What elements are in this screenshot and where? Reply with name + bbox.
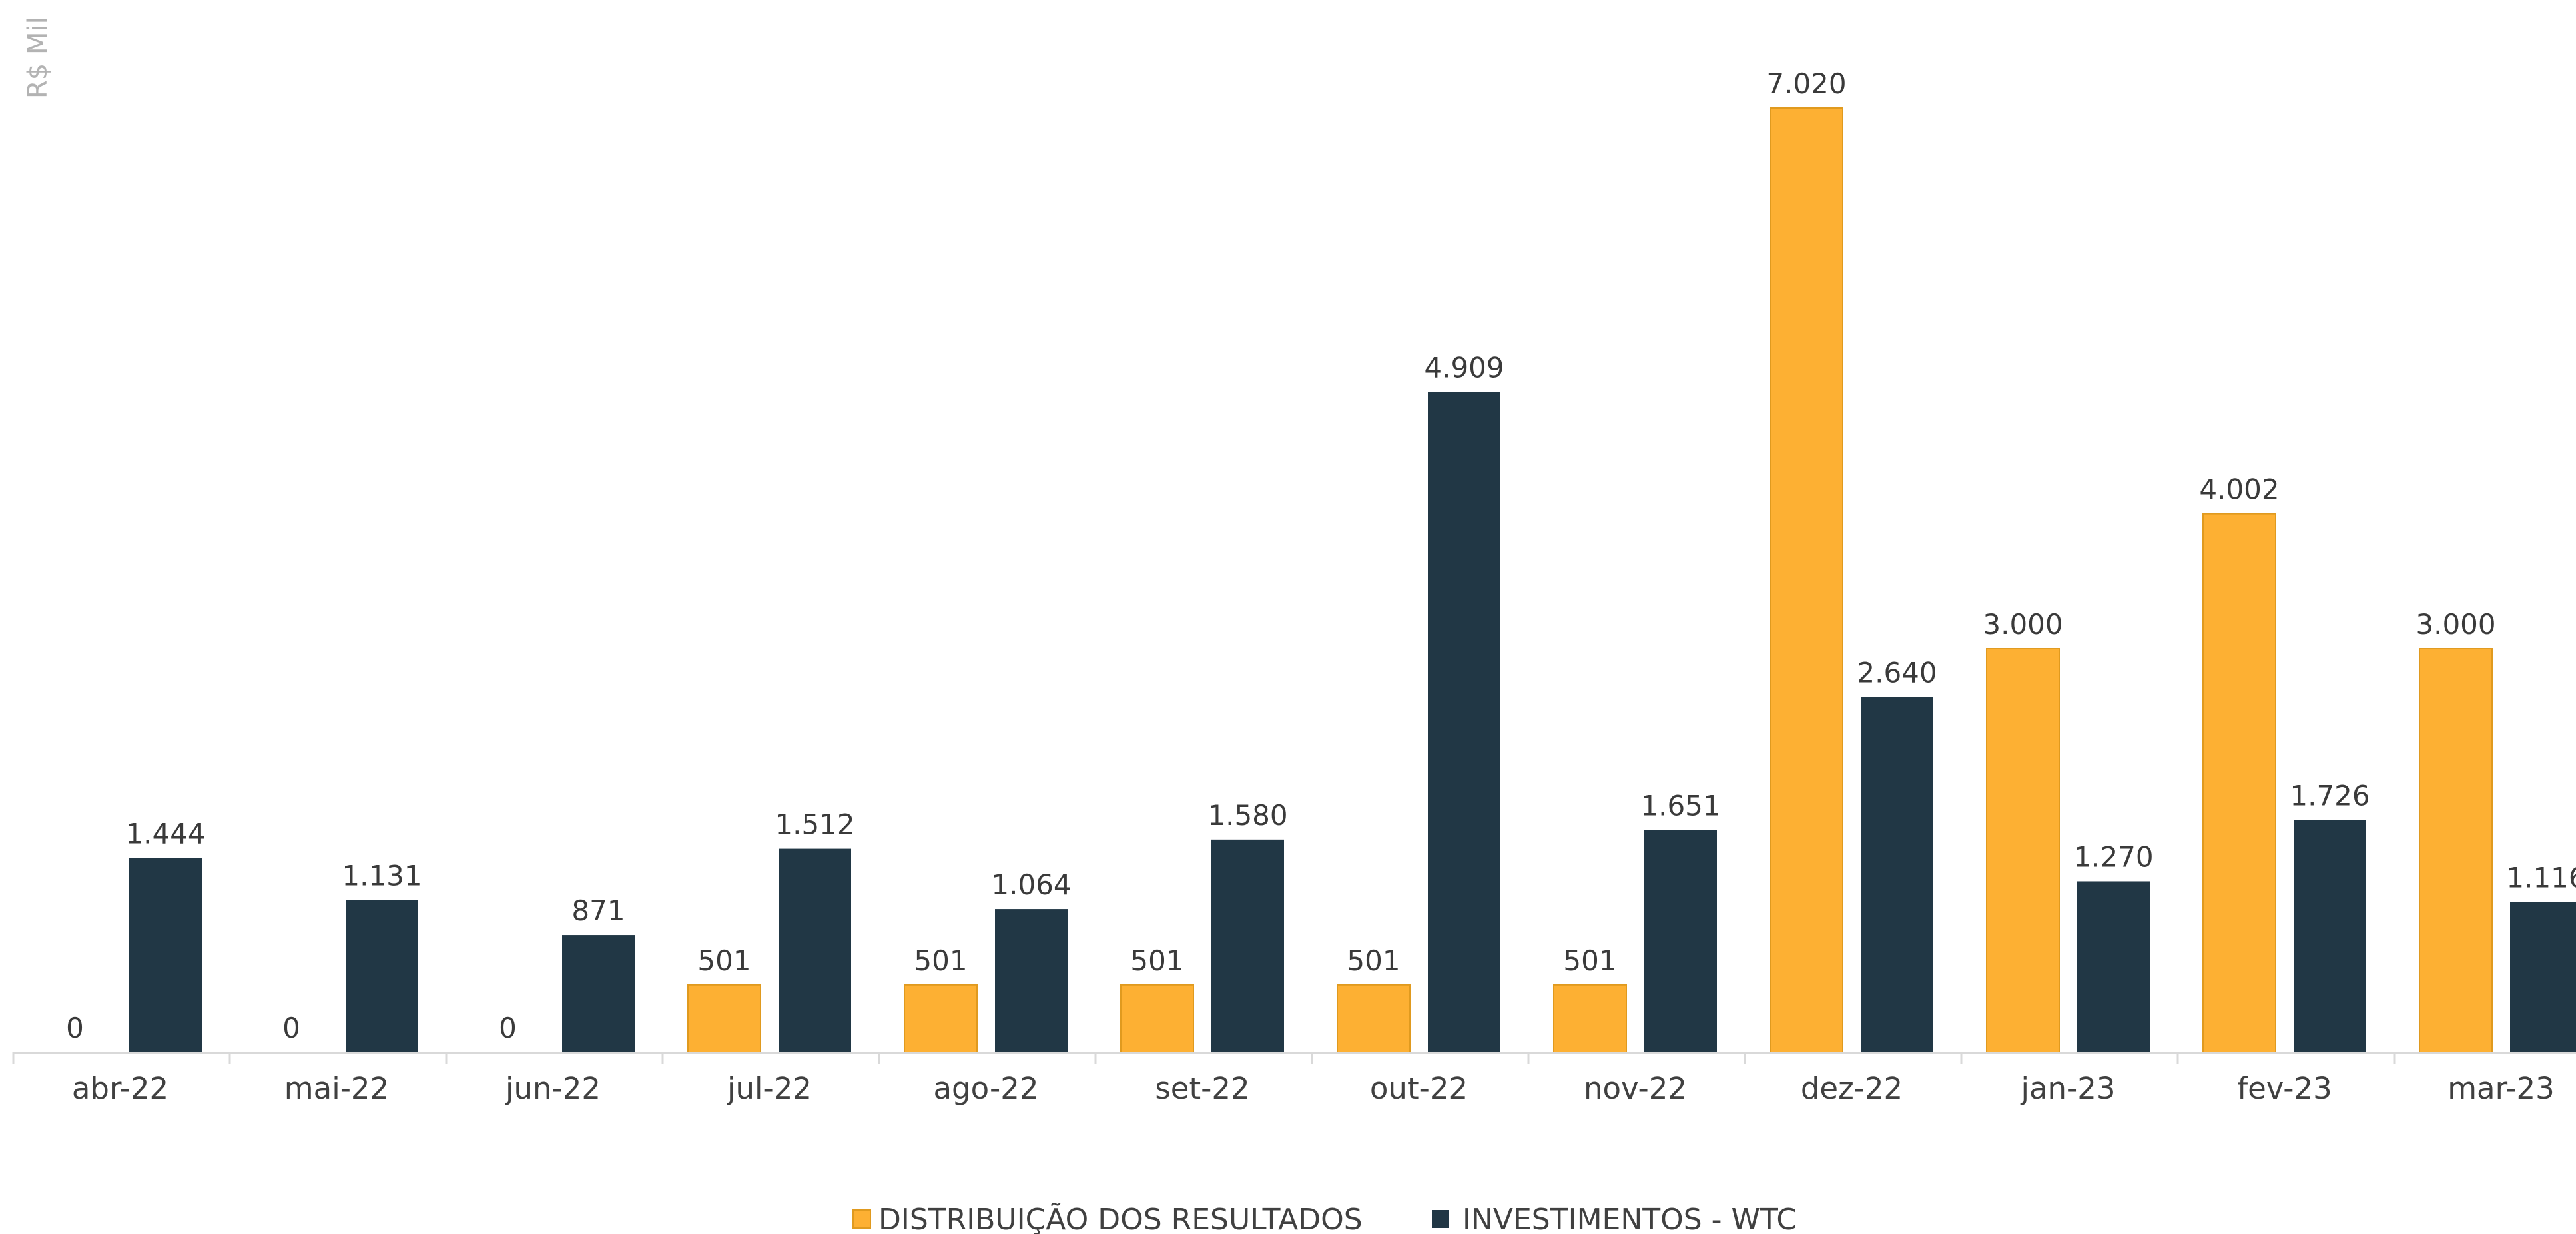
data-label: 1.270 xyxy=(2073,840,2153,873)
data-label: 3.000 xyxy=(1983,608,2063,641)
x-tick-label: dez-22 xyxy=(1801,1071,1903,1106)
unit-label: R$ Mil xyxy=(23,17,53,99)
x-tick-label: jun-22 xyxy=(505,1071,601,1106)
data-label: 1.651 xyxy=(1640,790,1720,822)
bar-distribuicao xyxy=(1553,984,1627,1054)
bar-distribuicao xyxy=(2419,648,2493,1053)
data-label: 1.580 xyxy=(1207,799,1287,832)
bar-distribuicao xyxy=(2202,513,2276,1053)
data-label: 501 xyxy=(1347,944,1400,977)
x-tick-label: nov-22 xyxy=(1584,1071,1687,1106)
bar-distribuicao xyxy=(1120,984,1194,1054)
legend-label-investimentos: INVESTIMENTOS - WTC xyxy=(1462,1203,1797,1234)
bar-investimentos xyxy=(129,858,202,1052)
bar-investimentos xyxy=(2077,881,2150,1052)
data-label: 1.512 xyxy=(775,808,854,841)
bar-investimentos xyxy=(2294,820,2366,1052)
data-label: 1.064 xyxy=(991,868,1071,901)
data-label: 2.640 xyxy=(1857,657,1937,689)
bar-investimentos xyxy=(1211,839,1284,1052)
data-label: 501 xyxy=(697,944,751,977)
data-label: 7.020 xyxy=(1766,67,1846,100)
bar-investimentos xyxy=(346,900,418,1052)
data-label: 1.116 xyxy=(2506,862,2576,894)
bar-distribuicao xyxy=(1770,107,1843,1053)
bar-distribuicao xyxy=(1337,984,1411,1054)
value-labels-layer: 0 1.444 0 1.131 0 871 501 1.512 501 1.064 501 1.580… xyxy=(66,67,2576,1044)
x-tick-label: abr-22 xyxy=(72,1071,168,1106)
bars-layer xyxy=(129,107,2576,1054)
legend-swatch-distribuicao xyxy=(852,1209,871,1229)
bar-distribuicao xyxy=(904,984,978,1054)
data-label: 501 xyxy=(914,944,967,977)
x-tick-label: fev-23 xyxy=(2237,1071,2332,1106)
bar-investimentos xyxy=(1644,830,1717,1052)
data-label: 0 xyxy=(66,1012,84,1044)
data-label: 4.002 xyxy=(2199,473,2279,506)
bar-distribuicao xyxy=(1986,648,2060,1053)
x-axis: abr-22 mai-22 jun-22 jul-22 ago-22 set-22 out-… xyxy=(12,1052,2576,1106)
x-tick-label: out-22 xyxy=(1370,1071,1468,1106)
data-label: 1.726 xyxy=(2290,779,2370,812)
data-label: 1.444 xyxy=(125,817,205,850)
data-label: 501 xyxy=(1130,944,1183,977)
legend: DISTRIBUIÇÃO DOS RESULTADOS INVESTIMENTO… xyxy=(852,1202,1797,1234)
x-tick-label: mai-22 xyxy=(284,1071,389,1106)
data-label: 3.000 xyxy=(2415,608,2495,641)
x-tick-label: ago-22 xyxy=(933,1071,1038,1106)
bar-investimentos xyxy=(2510,902,2576,1052)
bar-distribuicao xyxy=(687,984,761,1054)
data-label: 871 xyxy=(571,894,625,927)
bar-investimentos xyxy=(562,935,635,1052)
x-tick-label: set-22 xyxy=(1155,1071,1249,1106)
data-label: 4.909 xyxy=(1424,351,1504,384)
data-label: 501 xyxy=(1563,944,1616,977)
legend-swatch-investimentos xyxy=(1432,1210,1449,1228)
x-tick-label: jul-22 xyxy=(727,1071,812,1106)
bar-investimentos xyxy=(1428,392,1500,1052)
data-label: 0 xyxy=(282,1012,300,1044)
bar-investimentos xyxy=(1861,697,1933,1052)
bar-investimentos xyxy=(779,848,851,1052)
data-label: 1.131 xyxy=(342,860,422,892)
x-tick-label: jan-23 xyxy=(2020,1071,2115,1106)
bar-investimentos xyxy=(995,909,1068,1052)
x-tick-label: mar-23 xyxy=(2447,1071,2555,1106)
legend-label-distribuicao: DISTRIBUIÇÃO DOS RESULTADOS xyxy=(878,1202,1363,1234)
data-label: 0 xyxy=(499,1012,517,1044)
